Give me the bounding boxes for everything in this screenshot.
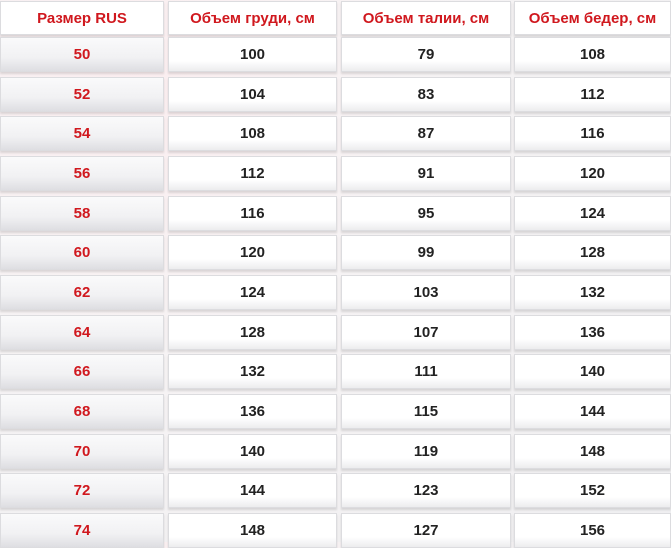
value-cell: 124 [168, 275, 337, 311]
value-cell: 116 [514, 116, 671, 152]
value-cell: 140 [514, 354, 671, 390]
value-cell: 95 [341, 195, 511, 231]
size-cell: 54 [0, 116, 164, 152]
value-cell: 136 [168, 394, 337, 430]
value-cell: 99 [341, 235, 511, 271]
size-cell: 72 [0, 473, 164, 509]
value-cell: 115 [341, 394, 511, 430]
value-cell: 107 [341, 314, 511, 350]
value-cell: 120 [168, 235, 337, 271]
header-cell: Объем бедер, см [514, 1, 671, 35]
value-cell: 91 [341, 156, 511, 191]
value-cell: 156 [514, 513, 671, 548]
value-cell: 112 [514, 76, 671, 112]
value-cell: 87 [341, 116, 511, 152]
size-cell: 68 [0, 394, 164, 430]
value-cell: 132 [168, 354, 337, 390]
size-cell: 74 [0, 513, 164, 548]
value-cell: 108 [168, 116, 337, 152]
value-cell: 103 [341, 275, 511, 311]
header-cell: Объем талии, см [341, 1, 511, 35]
value-cell: 148 [168, 513, 337, 548]
size-cell: 66 [0, 354, 164, 390]
size-cell: 60 [0, 235, 164, 271]
size-cell: 56 [0, 156, 164, 191]
value-cell: 136 [514, 314, 671, 350]
header-cell: Объем груди, см [168, 1, 337, 35]
size-cell: 62 [0, 275, 164, 311]
size-cell: 52 [0, 76, 164, 112]
size-cell: 58 [0, 195, 164, 231]
value-cell: 83 [341, 76, 511, 112]
size-cell: 50 [0, 37, 164, 72]
value-cell: 112 [168, 156, 337, 191]
value-cell: 124 [514, 195, 671, 231]
size-cell: 64 [0, 314, 164, 350]
value-cell: 148 [514, 433, 671, 469]
value-cell: 123 [341, 473, 511, 509]
value-cell: 152 [514, 473, 671, 509]
value-cell: 108 [514, 37, 671, 72]
value-cell: 128 [514, 235, 671, 271]
value-cell: 127 [341, 513, 511, 548]
value-cell: 119 [341, 433, 511, 469]
value-cell: 111 [341, 354, 511, 390]
value-cell: 144 [168, 473, 337, 509]
value-cell: 144 [514, 394, 671, 430]
value-cell: 132 [514, 275, 671, 311]
value-cell: 120 [514, 156, 671, 191]
value-cell: 128 [168, 314, 337, 350]
value-cell: 104 [168, 76, 337, 112]
size-cell: 70 [0, 433, 164, 469]
value-cell: 79 [341, 37, 511, 72]
value-cell: 116 [168, 195, 337, 231]
value-cell: 100 [168, 37, 337, 72]
header-cell: Размер RUS [0, 1, 164, 35]
value-cell: 140 [168, 433, 337, 469]
